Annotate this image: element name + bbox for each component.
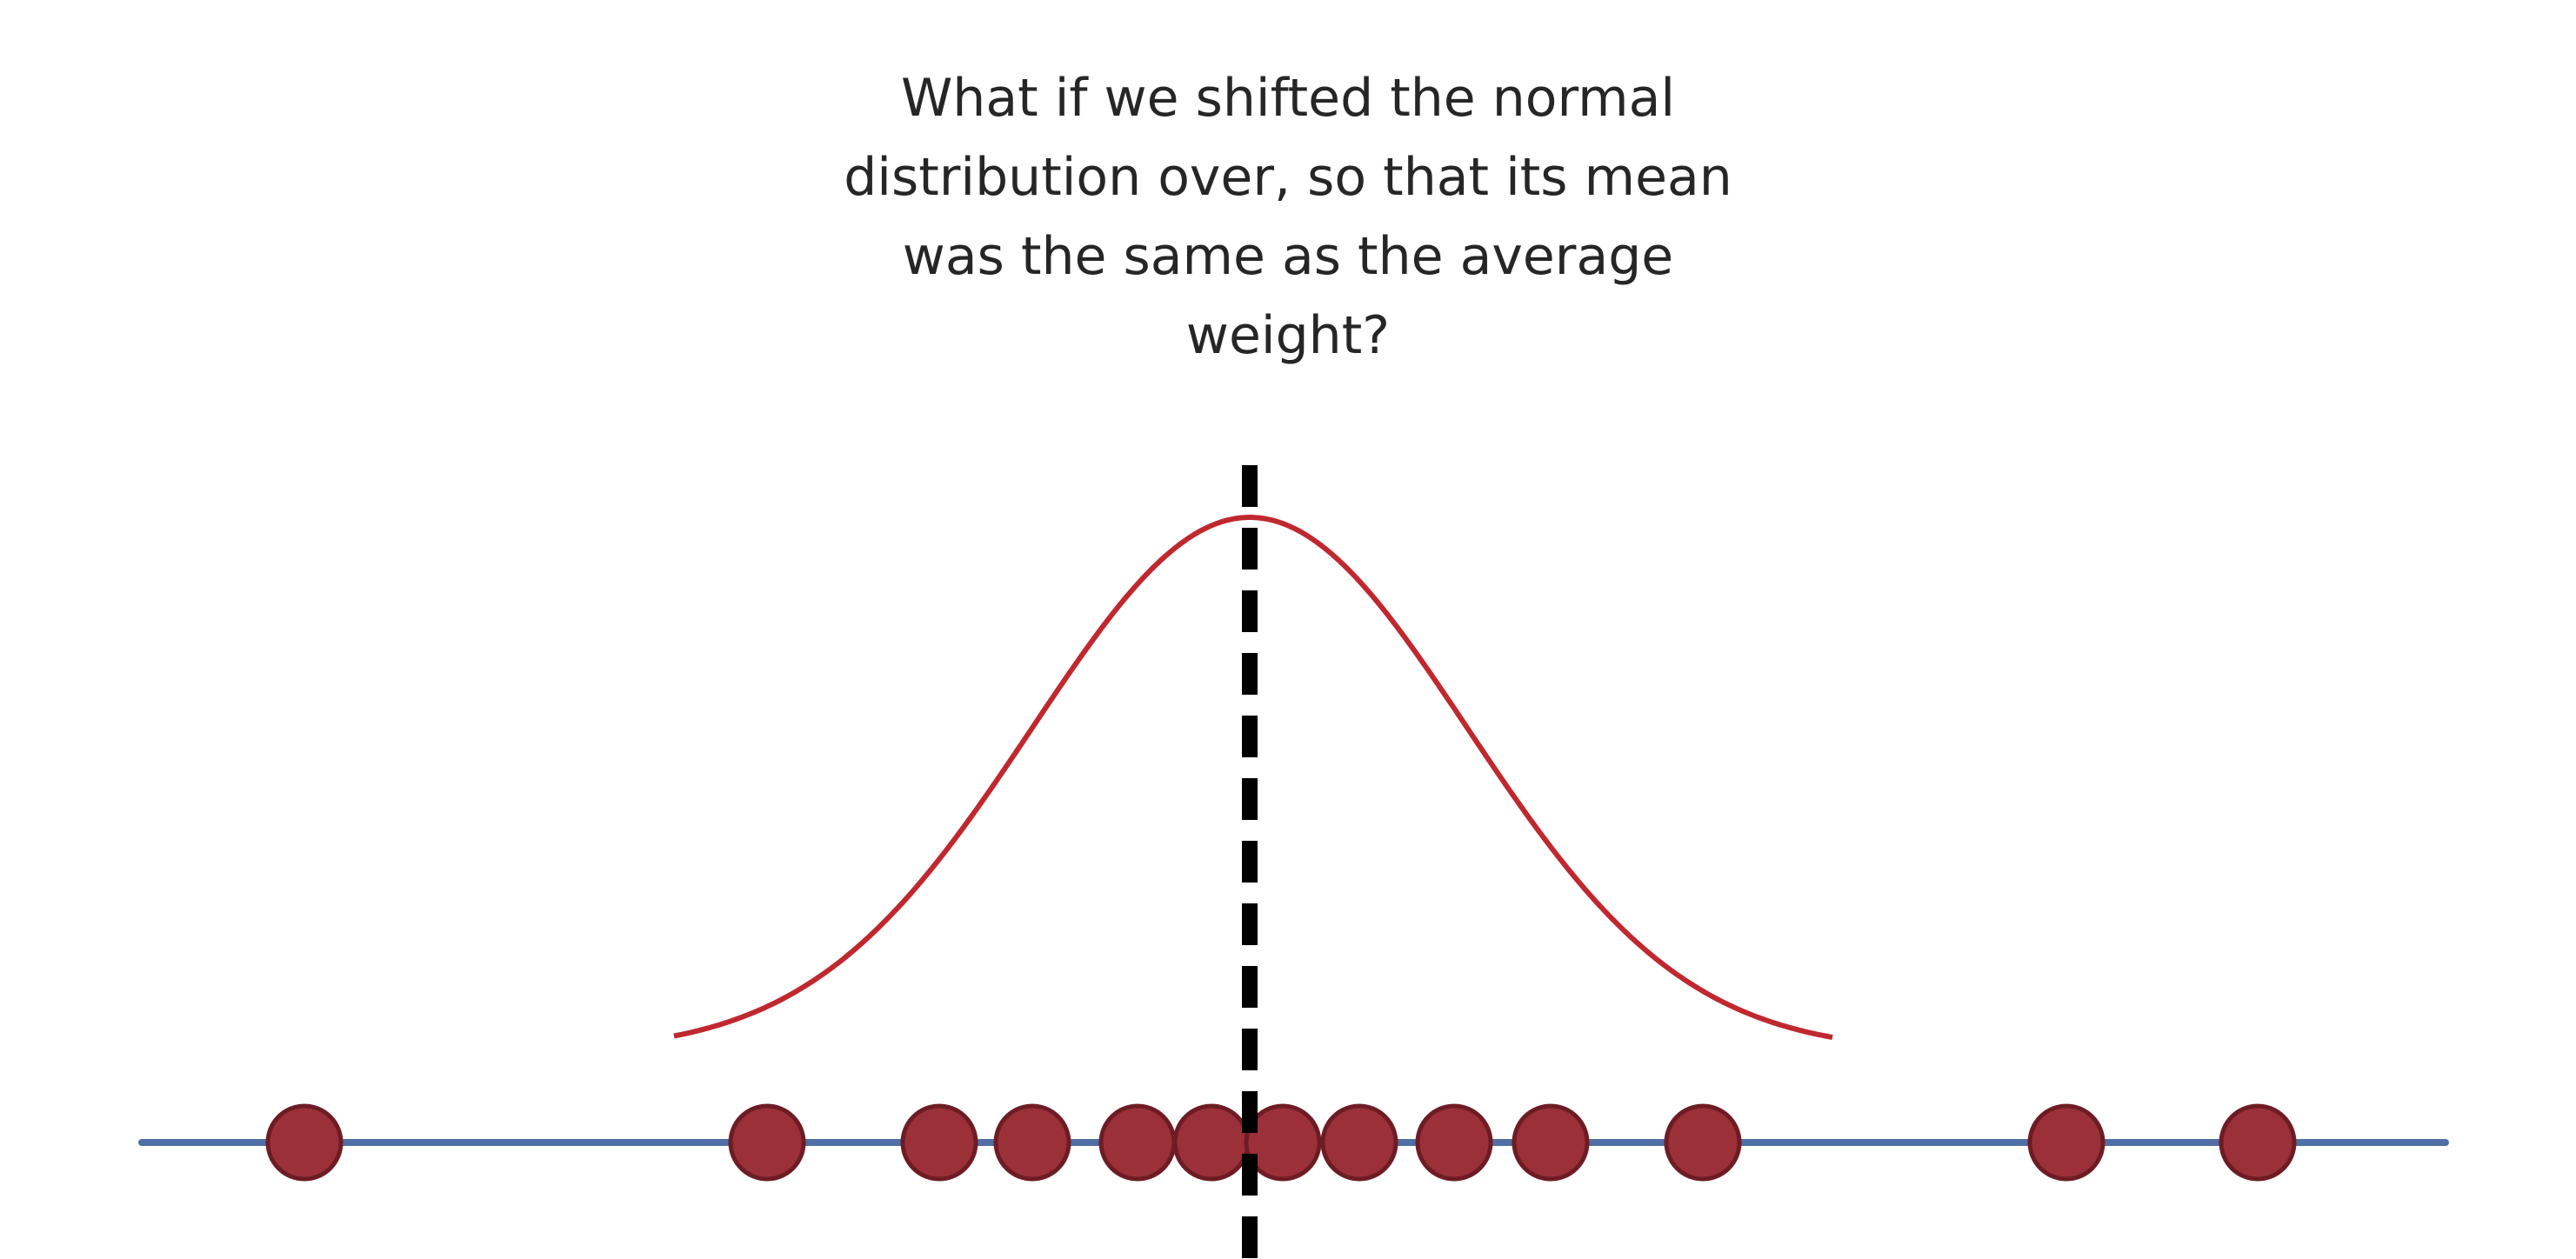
data-point — [2219, 1103, 2297, 1182]
caption-line-1: What if we shifted the normal — [900, 68, 1676, 129]
data-point — [265, 1103, 344, 1182]
data-point — [2027, 1103, 2106, 1182]
normal-distribution-curve — [673, 515, 1833, 1040]
data-point — [1320, 1103, 1398, 1182]
data-point — [1172, 1103, 1251, 1182]
data-point — [728, 1103, 806, 1182]
data-point — [993, 1103, 1071, 1182]
data-point — [900, 1103, 978, 1182]
data-points — [265, 1103, 2297, 1182]
caption-line-3: was the same as the average — [902, 226, 1674, 287]
caption-line-4: weight? — [1185, 305, 1391, 366]
data-point — [1098, 1103, 1177, 1182]
data-point — [1244, 1103, 1322, 1182]
data-point — [1415, 1103, 1493, 1182]
slide-caption: What if we shifted the normal distributi… — [766, 59, 1810, 376]
caption-line-2: distribution over, so that its mean — [844, 147, 1732, 208]
data-point — [1512, 1103, 1590, 1182]
data-point — [1664, 1103, 1742, 1182]
